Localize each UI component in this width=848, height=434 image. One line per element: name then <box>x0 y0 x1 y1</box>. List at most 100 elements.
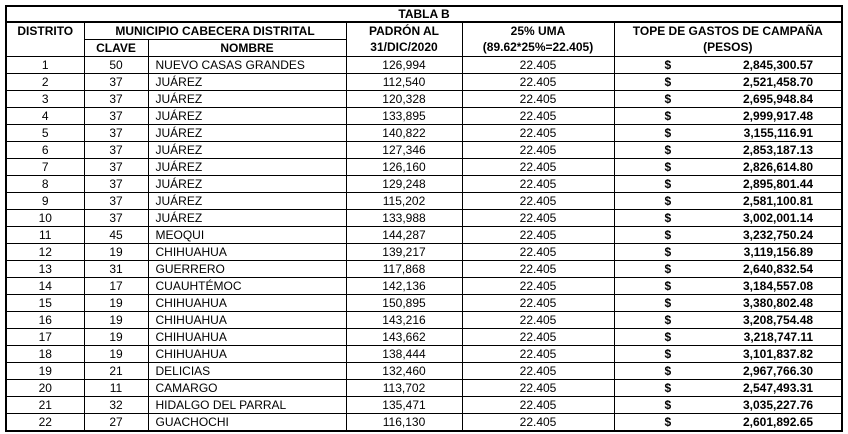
currency-symbol: $ <box>664 245 672 259</box>
cell-uma: 22.405 <box>461 90 615 108</box>
cell-clave: 50 <box>83 56 149 74</box>
table-row: 10 37 JUÁREZ 133,988 22.405 $3,002,001.14 <box>5 209 843 227</box>
cell-clave: 19 <box>83 311 149 329</box>
cell-distrito: 10 <box>5 209 85 227</box>
cell-tope: $2,853,187.13 <box>613 141 843 159</box>
cell-padron: 135,471 <box>345 396 463 414</box>
currency-symbol: $ <box>664 92 672 106</box>
tope-cell-content: $2,845,300.57 <box>615 58 841 73</box>
table-row: 5 37 JUÁREZ 140,822 22.405 $3,155,116.91 <box>5 124 843 142</box>
tope-amount: 3,218,747.11 <box>743 330 814 344</box>
table-row: 8 37 JUÁREZ 129,248 22.405 $2,895,801.44 <box>5 175 843 193</box>
col-header-clave: CLAVE <box>83 39 149 57</box>
cell-uma: 22.405 <box>461 226 615 244</box>
cell-tope: $2,999,917.48 <box>613 107 843 125</box>
cell-padron: 116,130 <box>345 413 463 432</box>
cell-clave: 27 <box>83 413 149 432</box>
cell-nombre: CHIHUAHUA <box>147 294 347 312</box>
cell-clave: 37 <box>83 209 149 227</box>
cell-padron: 129,248 <box>345 175 463 193</box>
currency-symbol: $ <box>664 347 672 361</box>
cell-tope: $2,895,801.44 <box>613 175 843 193</box>
cell-nombre: CHIHUAHUA <box>147 345 347 363</box>
cell-nombre: NUEVO CASAS GRANDES <box>147 56 347 74</box>
tope-cell-content: $3,119,156.89 <box>615 245 841 260</box>
tope-amount: 2,895,801.44 <box>743 177 814 191</box>
cell-padron: 133,988 <box>345 209 463 227</box>
tope-amount: 2,853,187.13 <box>743 143 814 157</box>
tope-amount: 2,967,766.30 <box>743 364 814 378</box>
tope-cell-content: $2,826,614.80 <box>615 160 841 175</box>
cell-clave: 45 <box>83 226 149 244</box>
cell-padron: 138,444 <box>345 345 463 363</box>
tope-cell-content: $3,155,116.91 <box>615 126 841 141</box>
cell-distrito: 15 <box>5 294 85 312</box>
tope-amount: 3,002,001.14 <box>743 211 814 225</box>
currency-symbol: $ <box>664 109 672 123</box>
tope-amount: 2,845,300.57 <box>743 58 814 72</box>
currency-symbol: $ <box>664 126 672 140</box>
cell-uma: 22.405 <box>461 175 615 193</box>
tope-amount: 3,380,802.48 <box>743 296 814 310</box>
cell-tope: $2,581,100.81 <box>613 192 843 210</box>
currency-symbol: $ <box>664 279 672 293</box>
cell-uma: 22.405 <box>461 209 615 227</box>
table-row: 3 37 JUÁREZ 120,328 22.405 $2,695,948.84 <box>5 90 843 108</box>
cell-tope: $2,601,892.65 <box>613 413 843 432</box>
cell-nombre: JUÁREZ <box>147 107 347 125</box>
table-title: TABLA B <box>5 5 843 23</box>
cell-nombre: CHIHUAHUA <box>147 328 347 346</box>
tope-cell-content: $3,232,750.24 <box>615 228 841 243</box>
cell-padron: 144,287 <box>345 226 463 244</box>
currency-symbol: $ <box>664 160 672 174</box>
cell-nombre: JUÁREZ <box>147 192 347 210</box>
cell-nombre: DELICIAS <box>147 362 347 380</box>
cell-clave: 19 <box>83 345 149 363</box>
col-header-tope-line1: TOPE DE GASTOS DE CAMPAÑA <box>632 24 823 38</box>
cell-distrito: 6 <box>5 141 85 159</box>
cell-uma: 22.405 <box>461 243 615 261</box>
table-row: 16 19 CHIHUAHUA 143,216 22.405 $3,208,754.48 <box>5 311 843 329</box>
table-row: 2 37 JUÁREZ 112,540 22.405 $2,521,458.70 <box>5 73 843 91</box>
col-header-padron-line1: PADRÓN AL <box>369 24 439 38</box>
table-row: 15 19 CHIHUAHUA 150,895 22.405 $3,380,802.48 <box>5 294 843 312</box>
cell-distrito: 9 <box>5 192 85 210</box>
table-row: 13 31 GUERRERO 117,868 22.405 $2,640,832.54 <box>5 260 843 278</box>
cell-clave: 37 <box>83 175 149 193</box>
currency-symbol: $ <box>664 194 672 208</box>
tope-amount: 2,547,493.31 <box>743 381 814 395</box>
table-row: 14 17 CUAUHTÉMOC 142,136 22.405 $3,184,557.08 <box>5 277 843 295</box>
cell-distrito: 14 <box>5 277 85 295</box>
cell-tope: $3,208,754.48 <box>613 311 843 329</box>
cell-tope: $3,380,802.48 <box>613 294 843 312</box>
cell-tope: $3,119,156.89 <box>613 243 843 261</box>
cell-tope: $3,002,001.14 <box>613 209 843 227</box>
cell-uma: 22.405 <box>461 141 615 159</box>
cell-uma: 22.405 <box>461 260 615 278</box>
currency-symbol: $ <box>664 398 672 412</box>
tope-amount: 3,101,837.82 <box>743 347 814 361</box>
cell-clave: 11 <box>83 379 149 397</box>
table-row: 9 37 JUÁREZ 115,202 22.405 $2,581,100.81 <box>5 192 843 210</box>
currency-symbol: $ <box>664 228 672 242</box>
cell-uma: 22.405 <box>461 73 615 91</box>
currency-symbol: $ <box>664 296 672 310</box>
cell-uma: 22.405 <box>461 311 615 329</box>
cell-clave: 19 <box>83 294 149 312</box>
cell-tope: $2,640,832.54 <box>613 260 843 278</box>
tope-amount: 3,208,754.48 <box>743 313 814 327</box>
cell-padron: 120,328 <box>345 90 463 108</box>
tope-cell-content: $2,601,892.65 <box>615 414 841 430</box>
table-row: 17 19 CHIHUAHUA 143,662 22.405 $3,218,747.11 <box>5 328 843 346</box>
cell-distrito: 12 <box>5 243 85 261</box>
tope-amount: 3,119,156.89 <box>743 245 814 259</box>
cell-padron: 150,895 <box>345 294 463 312</box>
cell-padron: 113,702 <box>345 379 463 397</box>
tope-cell-content: $2,999,917.48 <box>615 109 841 124</box>
cell-uma: 22.405 <box>461 362 615 380</box>
cell-clave: 37 <box>83 73 149 91</box>
cell-clave: 37 <box>83 192 149 210</box>
tope-cell-content: $2,521,458.70 <box>615 75 841 90</box>
table-row: 11 45 MEOQUI 144,287 22.405 $3,232,750.24 <box>5 226 843 244</box>
